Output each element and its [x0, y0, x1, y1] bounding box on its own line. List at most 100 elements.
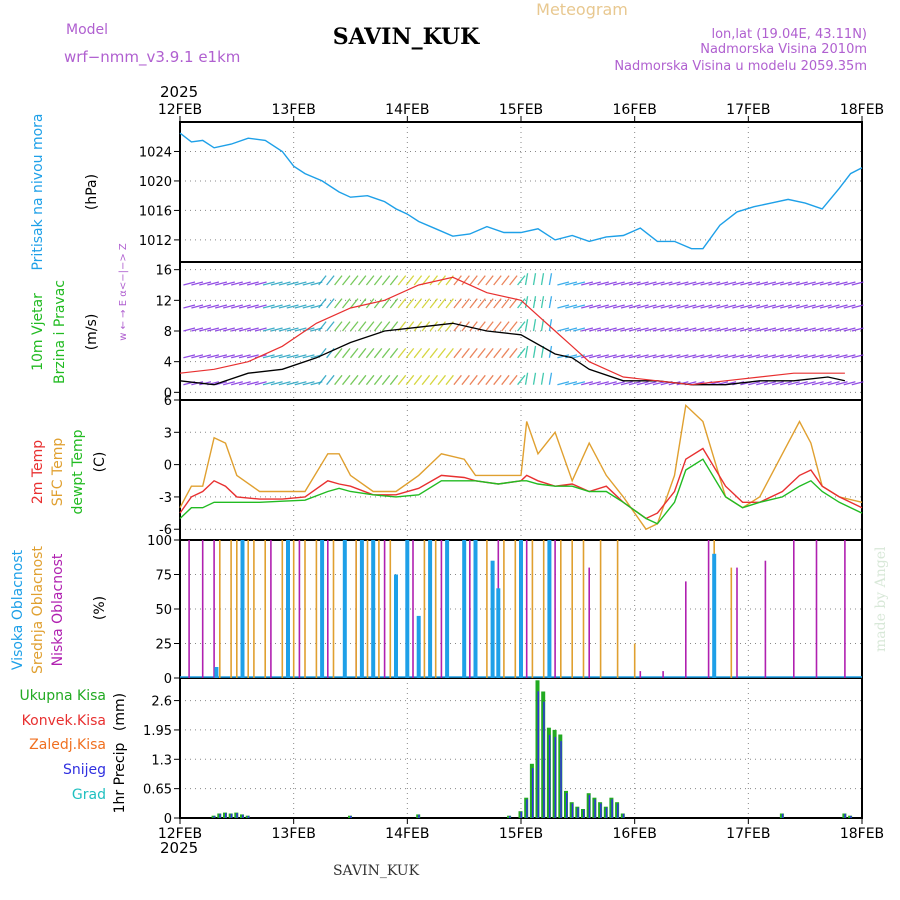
wind-barb: [589, 327, 601, 332]
wind-barb: [254, 281, 267, 286]
wind-barb: [636, 304, 649, 309]
wind-barb: [581, 354, 594, 359]
visoka-bar: [712, 553, 717, 678]
wind-barb: [357, 298, 367, 309]
wind-barb: [238, 381, 251, 386]
wind-barb: [501, 298, 510, 309]
wind-barb: [199, 304, 212, 309]
wind-barb: [540, 372, 545, 385]
wind-barb: [636, 381, 649, 386]
precip-axis-label: 1hr Precip: [112, 743, 128, 814]
wind-barb: [262, 381, 275, 386]
wind-barb: [517, 347, 526, 359]
wind-barb: [756, 281, 769, 286]
tick-label-y-precip: 0: [164, 812, 172, 827]
elevation: Nadmorska Visina 2010m: [700, 42, 867, 57]
visoka-bar: [416, 615, 421, 678]
wind-barb: [589, 381, 601, 386]
wind-barb: [780, 281, 792, 286]
wind-barb: [548, 273, 553, 286]
wind-barb: [199, 327, 212, 332]
wind-barb: [429, 321, 439, 332]
wind-barb: [612, 354, 625, 359]
wind-barb: [493, 374, 502, 386]
snow-bar: [583, 809, 585, 818]
legend-zaledj: Zaledj.Kisa: [29, 737, 106, 753]
wind-barb: [684, 281, 697, 286]
visoka-bar: [371, 540, 376, 678]
tick-label-y-temperature: 3: [164, 426, 172, 441]
niska-bar: [764, 560, 767, 678]
wind-barb: [326, 275, 335, 286]
wind-barb: [334, 374, 343, 386]
wind-barb: [278, 354, 291, 359]
wind-barb: [644, 354, 657, 359]
wind-barb: [636, 354, 649, 359]
wind-barb: [334, 347, 343, 359]
wind-barb: [286, 354, 299, 359]
wind-barb: [597, 281, 609, 286]
srednja-bar: [355, 540, 357, 678]
tick-label-x-bottom: 13FEB: [272, 826, 316, 842]
visoka-bar: [519, 540, 523, 678]
wind-barb: [597, 354, 609, 359]
wind-barb: [819, 381, 832, 386]
wind-barb: [581, 281, 594, 286]
wind-barb: [740, 281, 753, 286]
wind-barb: [819, 354, 832, 359]
srednja-bar: [264, 540, 266, 678]
wind-barb: [708, 327, 721, 332]
wind-barb: [389, 298, 399, 309]
tick-label-y-precip: 1.95: [143, 724, 172, 739]
wind-barb: [532, 345, 537, 358]
wind-barb: [716, 354, 729, 359]
wind-barb: [238, 354, 251, 359]
niska-bar: [298, 540, 301, 678]
model-label: Model: [66, 22, 108, 38]
niska-bar: [707, 540, 710, 678]
snow-bar: [509, 815, 511, 818]
srednja-bar: [730, 567, 733, 678]
wind-barb: [405, 321, 415, 332]
wind-barb: [756, 381, 769, 386]
wind-barb: [223, 354, 235, 359]
wind-barb: [215, 354, 228, 359]
snow-bar: [526, 799, 528, 818]
wind-barb: [700, 354, 713, 359]
wind-barb: [565, 381, 578, 386]
wind-barb: [795, 381, 808, 386]
visoka-bar: [342, 540, 347, 678]
wind-barb: [676, 281, 689, 286]
wind-barb: [716, 281, 729, 286]
wind-barb: [357, 374, 367, 386]
wind-barb: [334, 298, 343, 309]
wind-barb: [676, 304, 689, 309]
wind-barb: [597, 327, 609, 332]
srednja-bar: [315, 540, 318, 678]
niska-label: Niska Oblacnost: [50, 553, 66, 666]
wind-barb: [851, 354, 864, 359]
wind-barb: [238, 281, 251, 286]
wind-barb: [501, 374, 510, 386]
wind-barb: [485, 298, 494, 309]
wind-barb: [270, 281, 283, 286]
snow-bar: [230, 813, 233, 818]
snow-bar: [537, 691, 539, 818]
wind-barb: [357, 275, 367, 286]
tick-label-x-bottom: 16FEB: [613, 826, 657, 842]
wind-barb: [429, 275, 439, 286]
wind-barb: [843, 281, 856, 286]
snow-bar: [850, 815, 852, 818]
wind-barb: [341, 275, 351, 286]
wind-barb: [803, 354, 816, 359]
wind-barb: [199, 281, 212, 286]
wind-barb: [827, 281, 840, 286]
srednja-bar: [542, 540, 545, 678]
visoka-bar: [496, 588, 501, 678]
wind-barb: [700, 281, 713, 286]
niska-bar: [736, 567, 738, 678]
temp2m-line: [179, 447, 863, 520]
wind-barb: [604, 281, 617, 286]
snow-bar: [600, 803, 602, 818]
